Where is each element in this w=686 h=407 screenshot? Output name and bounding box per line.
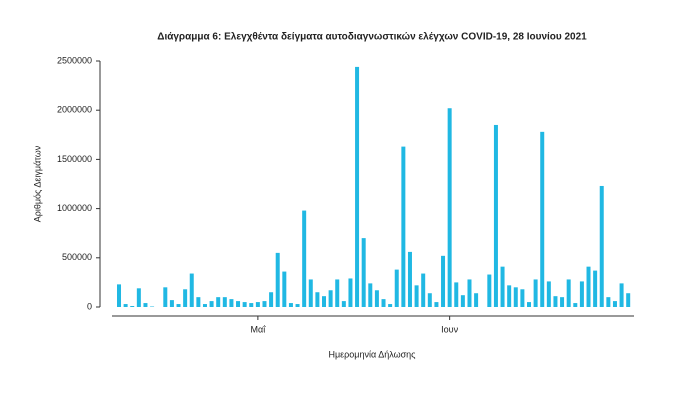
bar xyxy=(573,303,577,307)
bar xyxy=(580,281,584,307)
bar xyxy=(613,301,617,307)
bar xyxy=(216,297,220,307)
bar xyxy=(322,296,326,307)
bar xyxy=(335,279,339,307)
bar xyxy=(137,288,141,307)
bar xyxy=(190,274,194,307)
bar xyxy=(117,284,121,307)
bar xyxy=(395,270,399,307)
bar xyxy=(262,301,266,307)
bar xyxy=(236,301,240,307)
bar xyxy=(269,292,273,307)
bar xyxy=(415,285,419,307)
bar xyxy=(494,125,498,307)
bar xyxy=(315,292,319,307)
bar xyxy=(183,289,187,307)
bar xyxy=(501,267,505,307)
bar xyxy=(461,295,465,307)
bar xyxy=(256,302,260,307)
bar xyxy=(143,303,147,307)
bar xyxy=(567,279,571,307)
bar xyxy=(309,279,313,307)
bar xyxy=(593,271,597,307)
bar xyxy=(302,211,306,307)
bar xyxy=(375,290,379,307)
bar xyxy=(507,285,511,307)
y-axis-label: Αριθμός Δειγμάτων xyxy=(32,145,42,222)
bar xyxy=(342,301,346,307)
bar xyxy=(196,297,200,307)
bar xyxy=(421,274,425,307)
bar xyxy=(249,303,253,307)
bar xyxy=(355,67,359,307)
bar xyxy=(474,293,478,307)
bar xyxy=(329,290,333,307)
bar xyxy=(348,278,352,307)
y-tick-label: 0 xyxy=(87,301,92,311)
x-tick-label: Μαΐ xyxy=(251,324,267,334)
bar xyxy=(600,186,604,307)
bar xyxy=(177,304,181,307)
bar xyxy=(130,306,134,307)
bar xyxy=(382,299,386,307)
bar xyxy=(553,296,557,307)
y-tick-label: 1000000 xyxy=(57,203,92,213)
bar xyxy=(401,147,405,307)
bar xyxy=(487,275,491,307)
bar xyxy=(229,299,233,307)
bar xyxy=(434,302,438,307)
bar xyxy=(540,132,544,307)
bar xyxy=(282,272,286,307)
y-tick-label: 500000 xyxy=(62,252,92,262)
bar xyxy=(223,297,227,307)
bar xyxy=(467,279,471,307)
bar xyxy=(362,238,366,307)
bar xyxy=(203,304,207,307)
bar xyxy=(514,287,518,307)
bar xyxy=(163,287,167,307)
bar xyxy=(368,283,372,307)
bar xyxy=(124,304,128,307)
bar xyxy=(448,108,452,307)
bar xyxy=(587,267,591,307)
chart-title: Διάγραμμα 6: Ελεγχθέντα δείγματα αυτοδια… xyxy=(157,32,587,43)
bar xyxy=(527,302,531,307)
x-axis-label: Ημερομηνία Δήλωσης xyxy=(328,349,416,359)
bar xyxy=(441,256,445,307)
bar xyxy=(534,279,538,307)
bar xyxy=(408,252,412,307)
bar xyxy=(520,289,524,307)
bar xyxy=(626,293,630,307)
bar xyxy=(454,282,458,307)
bar xyxy=(388,304,392,307)
y-tick-label: 2000000 xyxy=(57,105,92,115)
bar xyxy=(547,281,551,307)
bar xyxy=(620,283,624,307)
y-tick-label: 1500000 xyxy=(57,154,92,164)
bar xyxy=(606,297,610,307)
bar xyxy=(289,303,293,307)
x-tick-label: Ιουν xyxy=(441,324,458,334)
y-tick-label: 2500000 xyxy=(57,55,92,65)
bar xyxy=(243,302,247,307)
bar xyxy=(210,301,214,307)
bar xyxy=(296,304,300,307)
bar xyxy=(560,297,564,307)
bar xyxy=(170,300,174,307)
bar xyxy=(276,253,280,307)
bar xyxy=(428,293,432,307)
